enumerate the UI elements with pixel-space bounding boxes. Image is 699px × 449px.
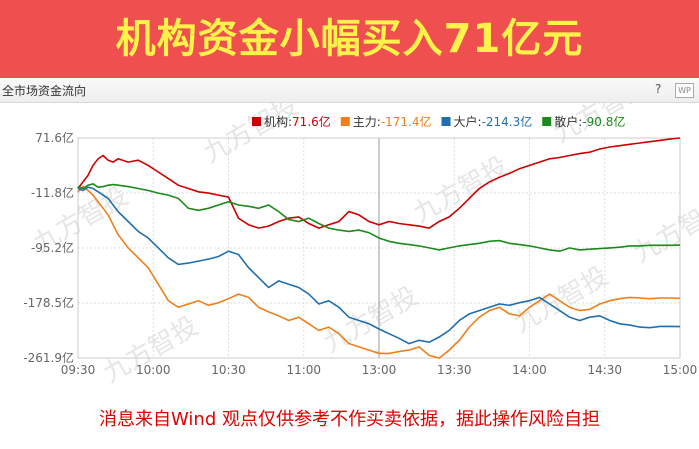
wp-export-icon[interactable]: WP <box>675 83 694 98</box>
watermark-text: 九方智投 <box>409 151 514 229</box>
y-axis: 71.6亿 -11.8亿 -95.2亿 -178.5亿 -261.9亿 <box>23 130 74 365</box>
legend-swatch <box>252 117 261 126</box>
x-tick-label: 13:00 <box>362 363 397 377</box>
headline-banner: 机构资金小幅买入71亿元 <box>0 0 699 78</box>
series-layer <box>77 137 681 359</box>
y-tick-label: -178.5亿 <box>23 295 74 310</box>
plot-frame <box>77 137 681 359</box>
legend-label: 大户:-214.3亿 <box>454 114 533 129</box>
x-tick-label: 11:00 <box>286 363 321 377</box>
series-line-1[interactable] <box>77 185 681 359</box>
headline-title: 机构资金小幅买入71亿元 <box>115 16 584 62</box>
panel-header: 全市场资金流向 ? WP <box>0 78 699 103</box>
x-tick-label: 14:30 <box>587 363 622 377</box>
series-line-3[interactable] <box>77 183 681 253</box>
grid-layer <box>77 137 681 359</box>
legend-label: 机构:71.6亿 <box>264 114 331 129</box>
series-line-0[interactable] <box>77 137 681 229</box>
legend-swatch <box>441 117 451 126</box>
legend-label: 主力:-171.4亿 <box>353 114 432 129</box>
legend-swatch <box>340 117 350 126</box>
legend-swatch <box>542 117 552 126</box>
y-tick-label: -95.2亿 <box>31 240 74 255</box>
legend-label: 散户:-90.8亿 <box>554 114 625 129</box>
watermark-text: 九方智投 <box>199 103 304 169</box>
series-line-2[interactable] <box>77 186 681 345</box>
legend: 机构:71.6亿 主力:-171.4亿 大户:-214.3亿 散户:-90.8亿 <box>252 114 625 129</box>
y-tick-label: -261.9亿 <box>23 350 74 365</box>
x-tick-label: 10:30 <box>211 363 246 377</box>
x-axis: 09:30 10:00 10:30 11:00 13:00 13:30 14:00 14:30… <box>61 363 698 377</box>
x-tick-label: 10:00 <box>136 363 171 377</box>
x-tick-label: 13:30 <box>437 363 472 377</box>
help-icon[interactable]: ? <box>655 82 662 96</box>
watermark-text: 九方智投 <box>319 281 424 359</box>
x-tick-label: 15:00 <box>663 363 698 377</box>
x-tick-label: 09:30 <box>61 363 96 377</box>
y-tick-label: 71.6亿 <box>35 130 74 145</box>
watermark-text: 九方智投 <box>629 191 699 269</box>
panel-title: 全市场资金流向 <box>2 84 87 98</box>
x-tick-label: 14:00 <box>512 363 547 377</box>
disclaimer-footer: 消息来自Wind 观点仅供参考不作买卖依据，据此操作风险自担 <box>99 409 600 430</box>
watermark-text: 九方智投 <box>509 261 614 339</box>
y-tick-label: -11.8亿 <box>31 185 74 200</box>
watermark-text: 九方智投 <box>99 311 204 389</box>
